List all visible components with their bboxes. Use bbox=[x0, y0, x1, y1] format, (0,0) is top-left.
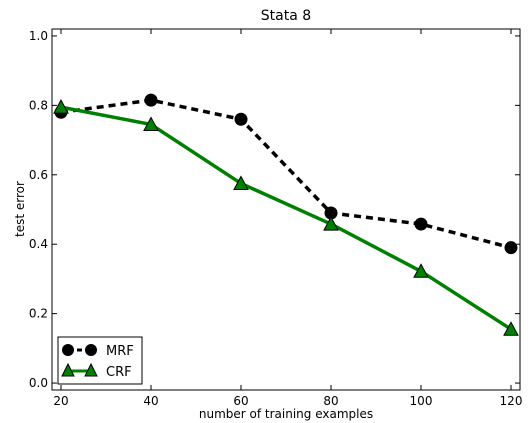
data-point-crf bbox=[233, 175, 249, 190]
y-tick-label: 0.0 bbox=[29, 376, 48, 390]
data-point-mrf bbox=[414, 217, 428, 231]
x-tick-label: 60 bbox=[233, 394, 248, 408]
x-tick-label: 80 bbox=[323, 394, 338, 408]
data-point-crf bbox=[413, 263, 429, 278]
x-axis: 20 40 60 80 100 120 bbox=[53, 29, 522, 408]
legend-crf-label: CRF bbox=[106, 365, 132, 380]
legend-entry-crf: CRF bbox=[61, 362, 132, 380]
x-tick-label: 120 bbox=[500, 394, 523, 408]
series-line-mrf bbox=[60, 98, 512, 250]
y-axis-title: test error bbox=[13, 181, 27, 237]
y-tick-label: 1.0 bbox=[29, 29, 48, 43]
legend-mrf-marker-end bbox=[85, 344, 97, 356]
data-point-crf bbox=[53, 99, 69, 114]
data-point-mrf bbox=[324, 206, 338, 220]
series-layer bbox=[53, 93, 519, 336]
legend-crf-marker-end bbox=[84, 362, 98, 377]
x-axis-title: number of training examples bbox=[199, 407, 373, 421]
data-point-mrf bbox=[234, 112, 248, 126]
chart-title: Stata 8 bbox=[261, 8, 311, 24]
plot-frame bbox=[51, 28, 521, 391]
legend-mrf-label: MRF bbox=[106, 344, 134, 359]
legend: MRF CRF bbox=[57, 336, 143, 385]
x-tick-label: 100 bbox=[410, 394, 433, 408]
y-tick-label: 0.4 bbox=[29, 237, 48, 251]
y-tick-label: 0.8 bbox=[29, 98, 48, 112]
y-tick-label: 0.2 bbox=[29, 307, 48, 321]
data-point-crf bbox=[503, 321, 519, 336]
x-tick-label: 40 bbox=[143, 394, 158, 408]
data-point-mrf bbox=[144, 93, 158, 107]
y-tick-label: 0.6 bbox=[29, 168, 48, 182]
legend-mrf-marker-start bbox=[62, 344, 74, 356]
x-tick-label: 20 bbox=[53, 394, 68, 408]
series-line-crf bbox=[60, 105, 512, 331]
legend-crf-marker-start bbox=[61, 362, 75, 377]
y-axis: 0.0 0.2 0.4 0.6 0.8 1.0 bbox=[29, 29, 520, 390]
data-point-crf bbox=[143, 116, 159, 131]
data-point-crf bbox=[323, 216, 339, 231]
data-point-mrf bbox=[504, 241, 518, 255]
legend-entry-mrf: MRF bbox=[62, 344, 134, 359]
